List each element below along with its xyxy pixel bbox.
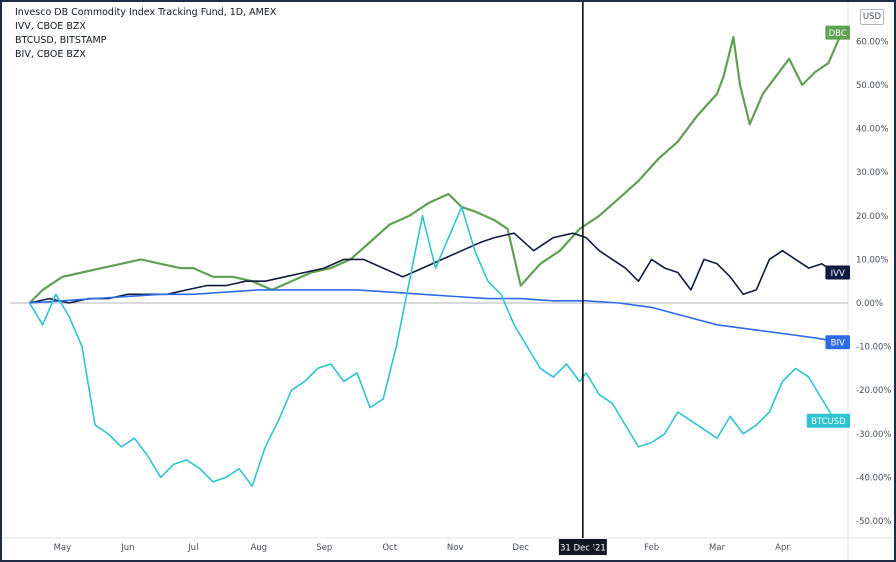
y-tick-label: -20.00% [856, 386, 891, 396]
series-line-biv [29, 289, 842, 343]
crosshair-date-badge [558, 539, 607, 555]
y-tick-label: -10.00% [856, 343, 891, 353]
series-line-ivv [29, 232, 836, 304]
x-tick-label: Feb [644, 543, 659, 553]
x-tick-label: Nov [447, 543, 464, 553]
y-tick-label: 30.00% [856, 168, 888, 178]
x-tick-label: Oct [382, 543, 397, 553]
y-tick-label: 10.00% [856, 255, 888, 265]
x-tick-label: Aug [250, 543, 267, 553]
crosshair-date-label: 31 Dec '21 [560, 544, 606, 554]
y-tick-label: -50.00% [856, 517, 891, 527]
x-tick-label: Jul [187, 543, 198, 553]
legend-btcusd[interactable]: BTCUSD, BITSTAMP [15, 35, 107, 46]
y-tick-label: -40.00% [856, 473, 891, 483]
y-tick-label: 20.00% [856, 212, 888, 222]
y-tick-label: 40.00% [856, 125, 888, 135]
currency-badge[interactable]: USD [860, 9, 884, 25]
y-tick-label: 0.00% [856, 299, 883, 309]
series-end-label-biv: BIV [831, 339, 845, 349]
y-tick-label: -30.00% [856, 430, 891, 440]
x-tick-label: May [54, 543, 72, 553]
series-end-label-dbc: DBC [829, 29, 847, 39]
series-line-btcusd [28, 206, 836, 487]
x-tick-label: Dec [512, 543, 529, 553]
x-tick-label: Jun [120, 543, 134, 553]
series-end-badge-btcusd [806, 413, 850, 428]
legend-dbc[interactable]: Invesco DB Commodity Index Tracking Fund… [15, 7, 277, 18]
series-end-badge-dbc [825, 25, 850, 40]
x-tick-label: Mar [709, 543, 726, 553]
y-tick-label: 50.00% [856, 81, 888, 91]
series-end-badge-ivv [825, 265, 850, 280]
legend-ivv[interactable]: IVV, CBOE BZX [15, 21, 86, 32]
series-line-dbc [28, 32, 843, 304]
series-end-label-ivv: IVV [831, 269, 845, 279]
series-end-label-btcusd: BTCUSD [811, 417, 846, 427]
series-end-badge-biv [825, 335, 850, 350]
x-tick-label: Sep [316, 543, 332, 553]
y-tick-label: 60.00% [856, 37, 888, 47]
x-tick-label: Apr [775, 543, 790, 553]
legend-biv[interactable]: BIV, CBOE BZX [15, 49, 86, 60]
